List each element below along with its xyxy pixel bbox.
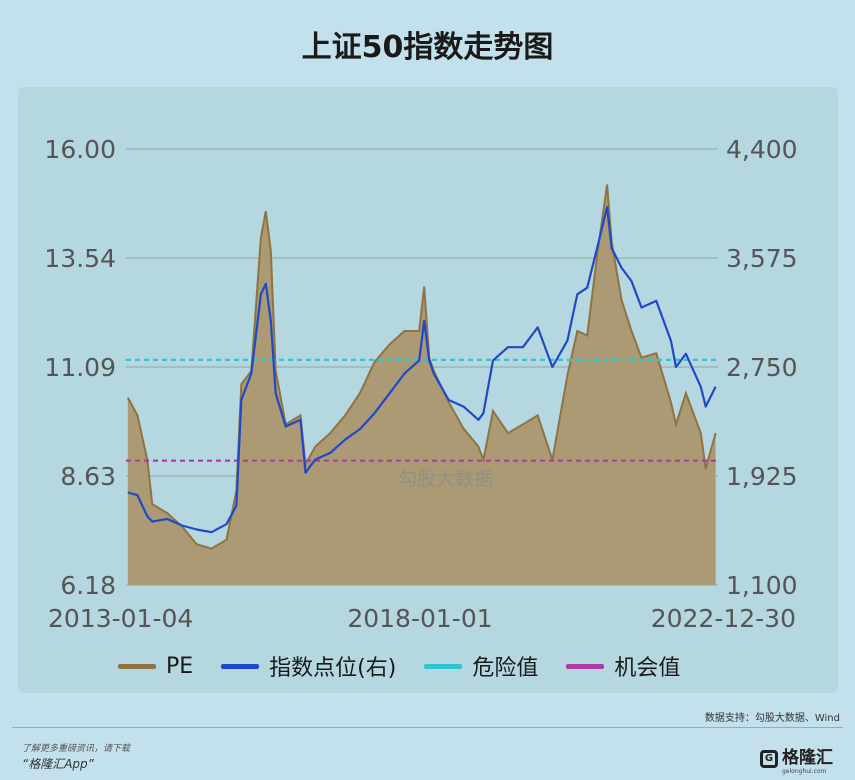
x-tick-label: 2013-01-04 — [48, 604, 193, 633]
brand-text-wrap: 格隆汇 gelonghui.com — [782, 743, 833, 775]
legend-swatch-index — [221, 663, 260, 669]
legend-label-danger: 危险值 — [472, 656, 539, 681]
y-right-tick-label: 1,100 — [726, 571, 798, 600]
x-tick-label: 2018-01-01 — [347, 604, 492, 633]
y-left-tick-label: 6.18 — [60, 571, 116, 600]
legend-swatch-danger — [424, 663, 463, 669]
y-left-tick-label: 11.09 — [44, 353, 116, 382]
brand-url: gelonghui.com — [782, 768, 827, 775]
y-left-tick-label: 13.54 — [44, 244, 116, 273]
legend-swatch-pe — [118, 663, 156, 669]
y-right-tick-label: 2,750 — [726, 353, 798, 382]
footer-note: 了解更多重磅资讯，请下载 “格隆汇App” — [22, 742, 130, 772]
legend-item-opportunity: 机会值 — [566, 650, 680, 682]
legend-label-index: 指数点位(右) — [269, 656, 397, 681]
brand-mark-icon: G — [760, 750, 778, 768]
chart-panel: 16.00 13.54 11.09 8.63 6.18 4,400 3,575 2,750 1,… — [18, 87, 838, 693]
footer-app-name: “格隆汇App” — [22, 757, 94, 771]
legend-item-index: 指数点位(右) — [221, 650, 396, 682]
footer-note-text: 了解更多重磅资讯，请下载 — [22, 744, 131, 754]
y-left-tick-label: 8.63 — [60, 462, 116, 491]
brand-name: 格隆汇 — [782, 748, 833, 768]
pe-area — [127, 184, 716, 585]
y-right-tick-label: 4,400 — [726, 135, 798, 164]
chart-title: 上证50指数走势图 — [301, 30, 554, 65]
watermark-text: 勾股大数据 — [398, 468, 493, 490]
legend-swatch-opportunity — [566, 663, 605, 669]
brand-logo: G 格隆汇 gelonghui.com — [760, 743, 833, 775]
data-source: 数据支持：勾股大数据、Wind — [704, 713, 840, 724]
y-right-tick-label: 1,925 — [726, 462, 798, 491]
footer-divider — [12, 727, 843, 728]
chart-svg: 16.00 13.54 11.09 8.63 6.18 4,400 3,575 2,750 1,… — [44, 135, 798, 633]
x-tick-label: 2022-12-30 — [651, 604, 796, 633]
legend-item-danger: 危险值 — [424, 650, 538, 682]
index-line — [127, 206, 717, 534]
chart-legend: PE 指数点位(右) 危险值 机会值 — [118, 650, 680, 682]
y-left-tick-label: 16.00 — [44, 135, 116, 164]
legend-label-pe: PE — [166, 653, 194, 679]
legend-item-pe: PE — [118, 654, 193, 679]
y-right-tick-label: 3,575 — [726, 244, 798, 273]
legend-label-opportunity: 机会值 — [614, 656, 681, 681]
